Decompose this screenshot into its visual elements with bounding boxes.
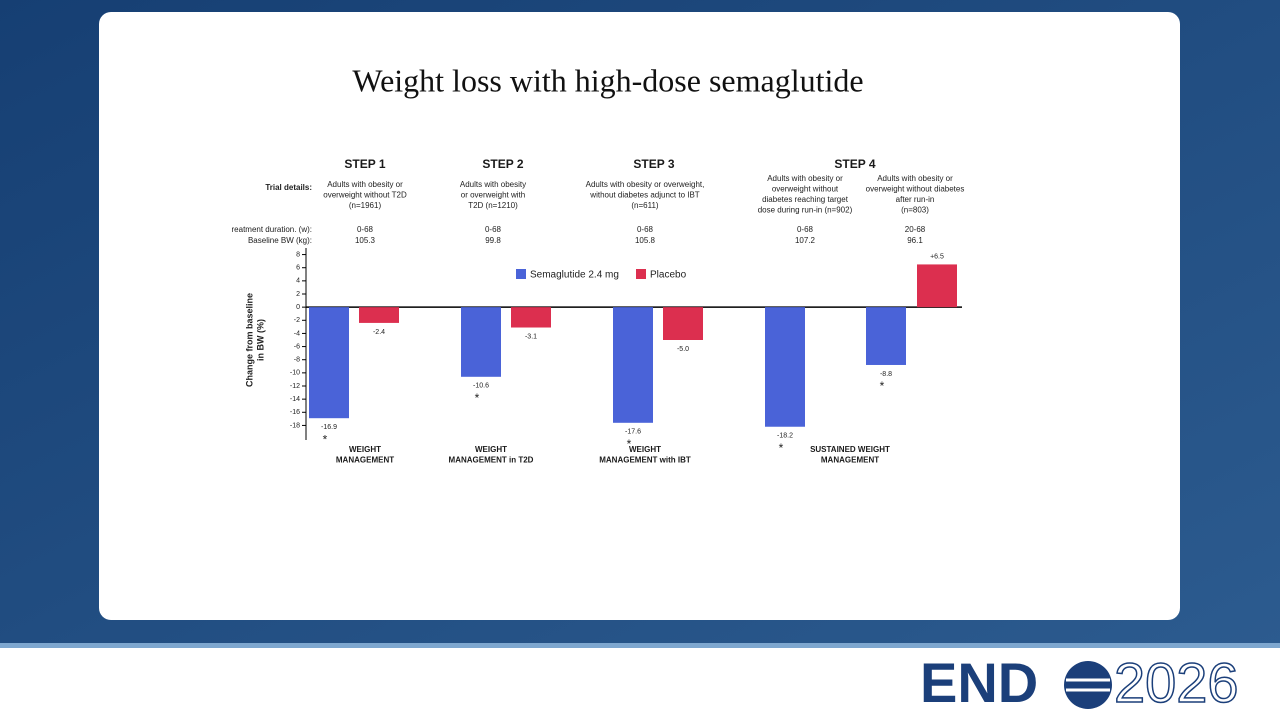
study-header: STEP 4 bbox=[834, 157, 875, 171]
y-tick-label: -16 bbox=[290, 409, 300, 416]
logo-brand: END bbox=[920, 651, 1038, 714]
bar bbox=[663, 307, 703, 340]
significance: * bbox=[323, 432, 328, 446]
group-label: MANAGEMENT with IBT bbox=[599, 456, 691, 465]
group-label: MANAGEMENT bbox=[336, 456, 394, 465]
y-tick-label: 8 bbox=[296, 251, 300, 258]
group-label: WEIGHT bbox=[349, 445, 381, 454]
trial-detail: or overweight with bbox=[461, 191, 525, 200]
duration: 0-68 bbox=[797, 225, 814, 234]
y-tick-label: -2 bbox=[294, 317, 300, 324]
bar bbox=[765, 307, 805, 427]
slide-title: Weight loss with high-dose semaglutide bbox=[352, 62, 863, 98]
baseline-bw: 96.1 bbox=[907, 236, 923, 245]
row-label: Trial details: bbox=[265, 183, 312, 192]
trial-detail: Adults with obesity or overweight, bbox=[586, 180, 705, 189]
value-label: -17.6 bbox=[625, 429, 641, 436]
baseline-bw: 105.8 bbox=[635, 236, 656, 245]
y-tick-label: -8 bbox=[294, 357, 300, 364]
study-header: STEP 3 bbox=[633, 157, 674, 171]
duration: 0-68 bbox=[357, 225, 374, 234]
y-tick-label: -12 bbox=[290, 383, 300, 390]
trial-detail: Adults with obesity bbox=[460, 180, 526, 189]
bar bbox=[359, 307, 399, 323]
group-label: MANAGEMENT bbox=[821, 456, 879, 465]
y-tick-label: -6 bbox=[294, 343, 300, 350]
value-label: -10.6 bbox=[473, 383, 489, 390]
trial-detail: Adults with obesity or bbox=[877, 174, 953, 183]
significance: * bbox=[880, 379, 885, 393]
trial-detail: Adults with obesity or bbox=[327, 180, 403, 189]
logo-globe bbox=[1064, 661, 1112, 709]
value-label: +6.5 bbox=[930, 253, 944, 260]
duration: 0-68 bbox=[485, 225, 502, 234]
significance: * bbox=[627, 437, 632, 451]
baseline-bw: 99.8 bbox=[485, 236, 501, 245]
legend-swatch bbox=[516, 269, 526, 279]
y-axis-label: Change from baseline bbox=[244, 293, 254, 387]
y-tick-label: -14 bbox=[290, 396, 300, 403]
baseline-bw: 107.2 bbox=[795, 236, 816, 245]
bar bbox=[866, 307, 906, 365]
legend-swatch bbox=[636, 269, 646, 279]
duration: 0-68 bbox=[637, 225, 654, 234]
legend-label: Semaglutide 2.4 mg bbox=[530, 270, 619, 281]
y-tick-label: -10 bbox=[290, 370, 300, 377]
trial-detail: overweight without diabetes bbox=[866, 185, 965, 194]
y-tick-label: 0 bbox=[296, 304, 300, 311]
baseline-bw: 105.3 bbox=[355, 236, 376, 245]
y-tick-label: 2 bbox=[296, 291, 300, 298]
significance: * bbox=[779, 441, 784, 455]
stripe bbox=[0, 643, 1280, 648]
row-label: reatment duration. (w): bbox=[232, 225, 312, 234]
bar bbox=[613, 307, 653, 423]
trial-detail: overweight without T2D bbox=[323, 191, 407, 200]
bar bbox=[461, 307, 501, 377]
bar bbox=[511, 307, 551, 328]
value-label: -5.0 bbox=[677, 346, 689, 353]
bar bbox=[917, 264, 957, 308]
trial-detail: Adults with obesity or bbox=[767, 174, 843, 183]
group-label: MANAGEMENT in T2D bbox=[449, 456, 534, 465]
trial-detail: (n=611) bbox=[631, 201, 659, 210]
trial-detail: diabetes reaching target bbox=[762, 195, 849, 204]
group-label: WEIGHT bbox=[629, 445, 661, 454]
group-label: SUSTAINED WEIGHT bbox=[810, 445, 890, 454]
logo-year: 2026 bbox=[1114, 651, 1239, 714]
trial-detail: after run-in bbox=[896, 195, 935, 204]
duration: 20-68 bbox=[905, 225, 926, 234]
logo-globe-lines bbox=[1066, 678, 1110, 692]
y-tick-label: -4 bbox=[294, 330, 300, 337]
trial-detail: overweight without bbox=[772, 185, 839, 194]
y-tick-label: 4 bbox=[296, 278, 300, 285]
group-label: WEIGHT bbox=[475, 445, 507, 454]
value-label: -8.8 bbox=[880, 371, 892, 378]
value-label: -16.9 bbox=[321, 424, 337, 431]
y-axis-label: in BW (%) bbox=[255, 319, 265, 361]
value-label: -18.2 bbox=[777, 433, 793, 440]
bar bbox=[309, 307, 349, 419]
trial-detail: T2D (n=1210) bbox=[468, 201, 518, 210]
chart: 8 6 4 2 0 -2 -4 -6 -8 -10 -12 -14 -16 -18 Change from … bbox=[232, 157, 965, 464]
study-header: STEP 1 bbox=[344, 157, 385, 171]
trial-detail: dose during run-in (n=902) bbox=[758, 206, 853, 215]
y-tick-label: 6 bbox=[296, 265, 300, 272]
significance: * bbox=[475, 391, 480, 405]
y-tick-label: -18 bbox=[290, 422, 300, 429]
study-header: STEP 2 bbox=[482, 157, 523, 171]
legend-label: Placebo bbox=[650, 270, 687, 281]
trial-detail: (n=1961) bbox=[349, 201, 382, 210]
trial-detail: without diabetes adjunct to IBT bbox=[589, 191, 700, 200]
value-label: -3.1 bbox=[525, 333, 537, 340]
row-label: Baseline BW (kg): bbox=[248, 236, 312, 245]
value-label: -2.4 bbox=[373, 329, 385, 336]
trial-detail: (n=803) bbox=[901, 206, 929, 215]
